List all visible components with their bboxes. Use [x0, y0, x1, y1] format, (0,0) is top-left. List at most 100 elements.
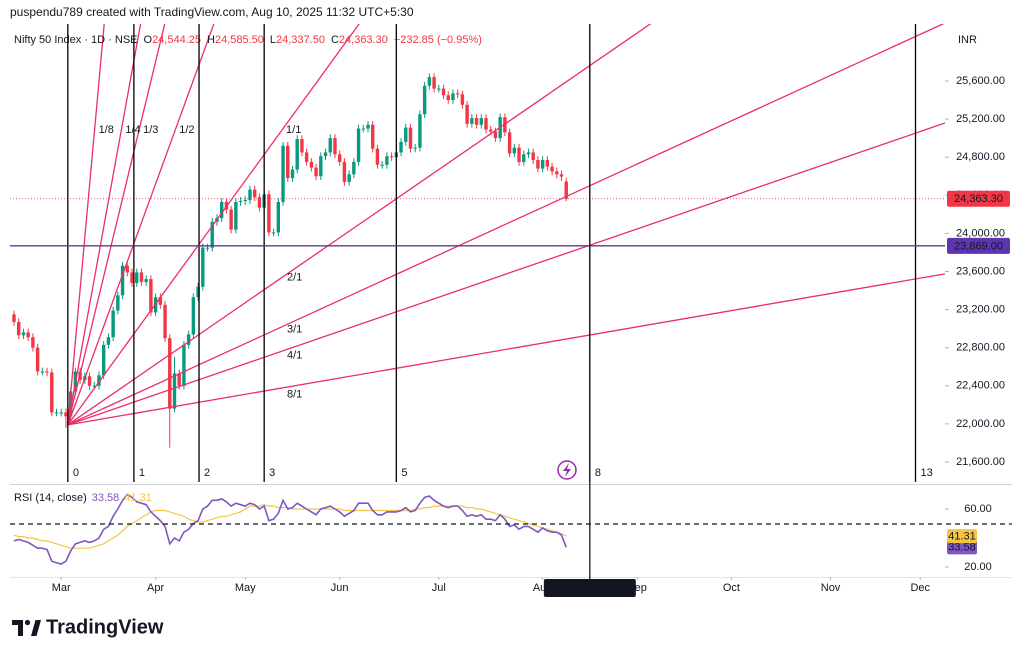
candle-body	[286, 145, 290, 179]
time-zone-label: 1	[139, 467, 145, 479]
rsi-tick-label: 60.00	[964, 503, 992, 515]
candle-body	[356, 128, 361, 162]
candle-body	[243, 200, 247, 202]
candle-body	[352, 161, 356, 175]
candle-body	[517, 147, 521, 162]
candle-body	[385, 156, 389, 165]
candle-body	[219, 201, 224, 219]
y-tick-label: 24,000.00	[956, 227, 1005, 239]
candle-body	[309, 161, 314, 168]
crosshair-date-label: Mon 18 Aug '25	[552, 582, 628, 594]
price-pane	[10, 24, 945, 448]
candle-body	[120, 265, 125, 296]
candle-body	[17, 321, 21, 336]
price-tag-label: 24,363.30	[954, 193, 1003, 205]
fan-label: 8/1	[287, 389, 302, 401]
y-tick-label: 22,800.00	[956, 342, 1005, 354]
candle-body	[229, 209, 233, 230]
candle-body	[238, 200, 243, 202]
candle-body	[526, 152, 531, 155]
fan-label: 3/1	[287, 324, 302, 336]
candle-body	[191, 297, 196, 335]
candle-body	[333, 138, 337, 155]
candle-body	[489, 129, 493, 132]
candle-body	[418, 114, 422, 148]
legend-value: 24,544.25	[152, 34, 201, 46]
fan-label: 1/1	[286, 124, 301, 136]
candle-body	[347, 174, 351, 182]
brand-logo	[12, 619, 41, 636]
fan-label: 1/2	[179, 124, 194, 136]
fan-label: 1/4	[125, 124, 140, 136]
candle-body	[97, 375, 101, 386]
candle-body	[399, 141, 403, 153]
rsi-legend-value: 33.58	[92, 492, 120, 504]
rsi-tag-label: 33.58	[948, 542, 976, 554]
candle-body	[281, 145, 285, 202]
rsi-pane	[13, 493, 567, 565]
candle-body	[144, 279, 148, 282]
rsi-line	[13, 493, 567, 565]
legend-value: 24,363.30	[339, 34, 388, 46]
candle-body	[168, 338, 172, 409]
candle-body	[550, 166, 554, 172]
candle-body	[323, 152, 328, 157]
candle-body	[135, 272, 139, 283]
x-tick-label: Mar	[52, 582, 71, 594]
candle-body	[304, 152, 309, 162]
candle-body	[54, 412, 59, 414]
candle-body	[559, 174, 564, 177]
legend-key: C	[331, 34, 339, 46]
candle-body	[253, 189, 257, 198]
candle-body	[35, 347, 40, 372]
candle-body	[139, 272, 144, 282]
candle-body	[92, 385, 96, 387]
legend-key: O	[144, 34, 153, 46]
candle-body	[64, 412, 68, 417]
candle-body	[116, 295, 120, 311]
candle-body	[125, 265, 129, 273]
x-tick-label: Jul	[432, 582, 446, 594]
y-tick-label: 23,200.00	[956, 303, 1005, 315]
fan-line	[67, 273, 945, 426]
candle-body	[380, 164, 384, 166]
y-tick-label: 25,200.00	[956, 113, 1005, 125]
candle-body	[531, 152, 535, 161]
candle-body	[59, 412, 63, 414]
candle-body	[432, 77, 436, 89]
candle-body	[177, 373, 181, 386]
time-zone-label: 13	[921, 467, 933, 479]
candle-body	[31, 337, 35, 348]
candle-body	[196, 286, 200, 298]
x-tick-label: Jun	[331, 582, 349, 594]
legend-change: −232.85 (−0.95%)	[394, 34, 482, 46]
time-zone-label: 0	[73, 467, 79, 479]
candle-body	[26, 332, 30, 338]
candle-body	[130, 272, 134, 283]
time-zone-label: 5	[401, 467, 407, 479]
y-tick-label: 25,600.00	[956, 75, 1005, 87]
candle-body	[404, 127, 408, 142]
time-zone-label: 8	[595, 467, 601, 479]
candle-body	[465, 104, 469, 124]
fan-line	[67, 24, 652, 426]
rsi-tick-label: 20.00	[964, 561, 992, 573]
price-tag-label: 23,869.00	[954, 240, 1003, 252]
candle-body	[470, 118, 474, 124]
y-tick-label: 23,600.00	[956, 265, 1005, 277]
price-tag	[947, 190, 1010, 207]
candle-body	[366, 124, 370, 129]
candle-body	[337, 154, 342, 162]
fan-label: 1/3	[143, 124, 158, 136]
candle-body	[50, 372, 54, 413]
rsi-legend-value: 41.31	[124, 492, 152, 504]
candle-body	[536, 160, 540, 169]
rsi-tag	[947, 540, 977, 555]
alert-icon	[557, 460, 577, 480]
crosshair-date-box	[543, 579, 636, 597]
y-tick-label: 24,800.00	[956, 151, 1005, 163]
fan-label: 1/8	[99, 124, 114, 136]
candle-body	[361, 128, 365, 130]
